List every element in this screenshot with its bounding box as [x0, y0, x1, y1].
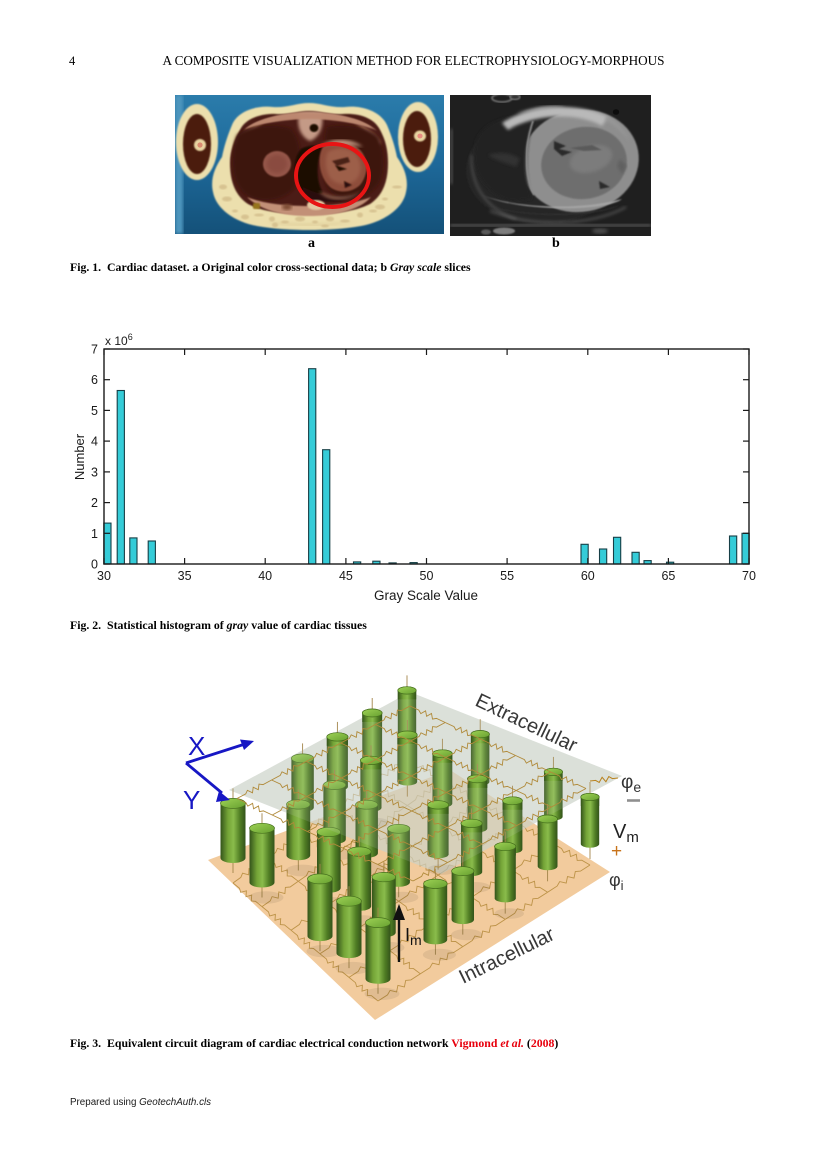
svg-text:5: 5	[91, 404, 98, 418]
svg-text:φi: φi	[609, 870, 624, 893]
svg-text:40: 40	[258, 569, 272, 583]
svg-text:70: 70	[742, 569, 756, 583]
svg-text:Gray Scale Value: Gray Scale Value	[374, 588, 478, 603]
svg-text:2: 2	[91, 496, 98, 510]
svg-text:30: 30	[97, 569, 111, 583]
svg-text:6: 6	[91, 373, 98, 387]
svg-text:+: +	[611, 841, 622, 862]
svg-text:x 106: x 106	[105, 332, 133, 348]
svg-text:50: 50	[420, 569, 434, 583]
svg-text:X: X	[188, 731, 205, 761]
svg-text:45: 45	[339, 569, 353, 583]
svg-text:0: 0	[91, 558, 98, 572]
svg-text:Y: Y	[183, 785, 200, 815]
svg-text:55: 55	[500, 569, 514, 583]
svg-text:4: 4	[91, 435, 98, 449]
svg-text:65: 65	[661, 569, 675, 583]
svg-text:60: 60	[581, 569, 595, 583]
svg-text:1: 1	[91, 527, 98, 541]
svg-text:Number: Number	[72, 433, 87, 480]
svg-text:3: 3	[91, 465, 98, 479]
svg-text:φe: φe	[621, 772, 641, 795]
svg-text:7: 7	[91, 343, 98, 357]
svg-text:35: 35	[178, 569, 192, 583]
